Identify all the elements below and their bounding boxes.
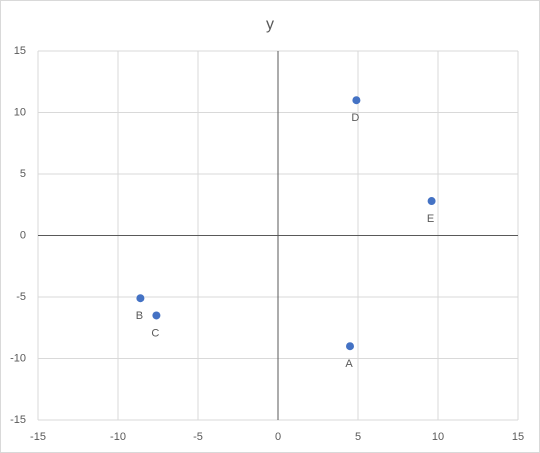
point — [152, 311, 161, 320]
x-tick-label: 5 — [355, 431, 361, 443]
data-label: D — [351, 112, 359, 124]
y-tick-label: 10 — [14, 106, 26, 118]
y-tick-label: 0 — [20, 229, 26, 241]
data-label: B — [136, 310, 143, 322]
y-tick-label: 15 — [14, 45, 26, 57]
x-tick-label: -10 — [110, 431, 126, 443]
y-tick-label: -5 — [16, 291, 26, 303]
y-tick-label: -10 — [10, 352, 26, 364]
data-label: C — [151, 327, 159, 339]
x-tick-label: 0 — [275, 431, 281, 443]
chart-title: y — [266, 16, 274, 33]
point — [427, 197, 436, 206]
point — [352, 96, 361, 105]
data-label: E — [427, 213, 434, 225]
point — [346, 342, 354, 351]
y-tick-label: -15 — [10, 414, 26, 426]
y-tick-label: 5 — [20, 168, 26, 180]
point — [136, 294, 145, 303]
x-tick-label: 10 — [432, 431, 444, 443]
x-tick-label: -5 — [193, 431, 203, 443]
x-tick-label: -15 — [30, 431, 46, 443]
data-label: A — [345, 358, 353, 370]
x-tick-label: 15 — [512, 431, 524, 443]
